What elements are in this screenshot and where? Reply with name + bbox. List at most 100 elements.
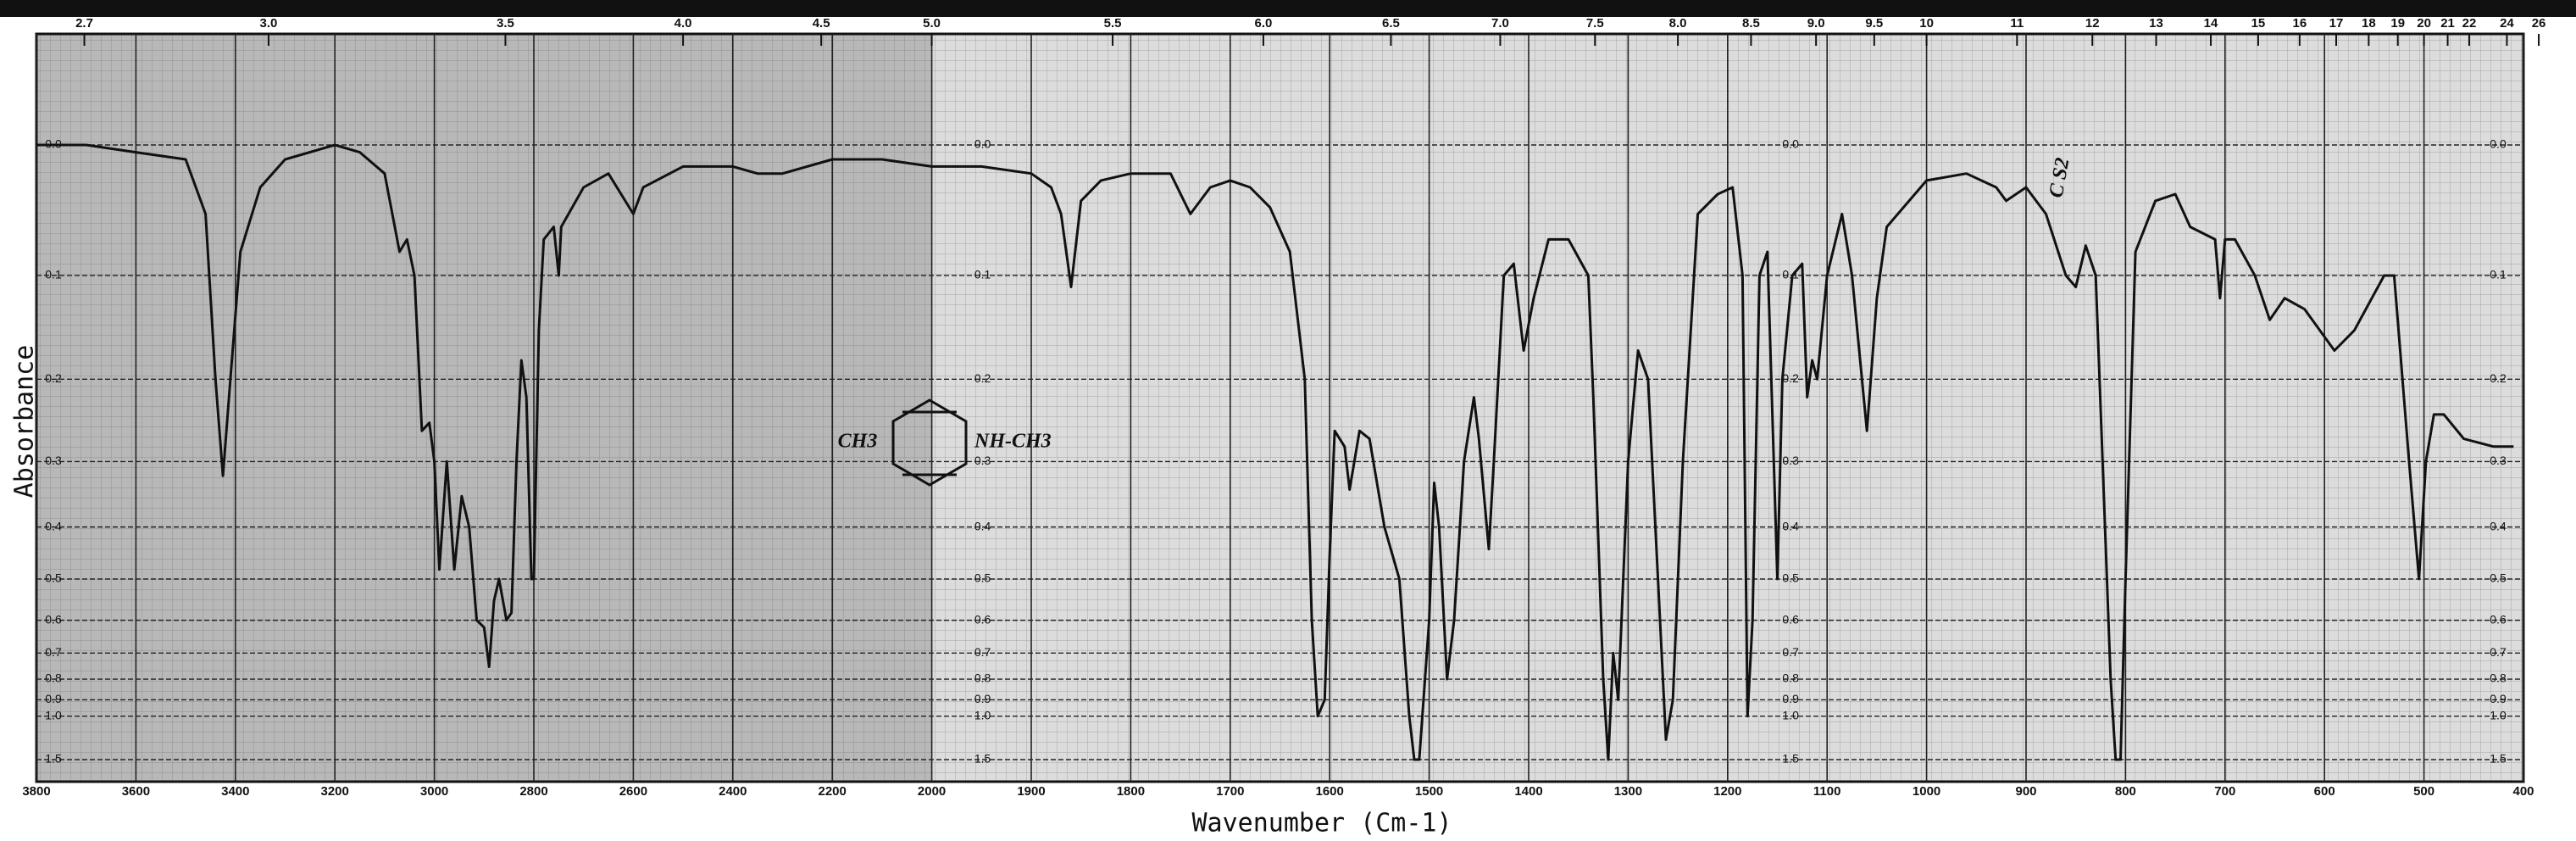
x2-tick-label: 19 [2390,16,2405,31]
y-axis-label: Absorbance [10,345,40,498]
y-tick-label: 0.3 [1782,454,1799,467]
x2-tick-label: 3.5 [497,16,514,31]
x2-tick-label: 16 [2293,16,2307,31]
y-tick-label: 0.7 [1782,645,1799,659]
x2-tick-label: 17 [2329,16,2344,31]
y-tick-label: 0.0 [974,137,991,151]
x2-tick-label: 11 [2010,16,2024,31]
y-tick-label: 1.0 [1782,709,1799,722]
y-tick-label: 1.0 [45,709,62,722]
x-tick-label: 900 [2015,784,2036,799]
x-axis-label: Wavenumber (Cm-1) [1191,809,1452,838]
y-tick-label: 0.7 [974,645,991,659]
x2-tick-label: 6.5 [1382,16,1400,31]
x-tick-label: 1500 [1415,784,1443,799]
x2-tick-label: 13 [2149,16,2163,31]
y-tick-label: 0.4 [974,519,991,532]
y-tick-label: 0.4 [1782,519,1799,532]
spectrum-line [36,143,2514,761]
y-tick-label: 0.4 [45,519,62,532]
y-tick-label: 0.5 [1782,571,1799,585]
y-tick-label: 1.0 [974,709,991,722]
y-tick-label: 1.5 [1782,752,1799,766]
x2-tick-label: 5.0 [923,16,941,31]
minor-grid [36,34,2523,782]
x-tick-label: 3200 [321,784,349,799]
y-tick-label: 0.3 [2490,454,2507,467]
x-tick-label: 800 [2115,784,2136,799]
x-tick-label: 2600 [619,784,647,799]
y-tick-label: 1.0 [2490,709,2507,722]
y-tick-label: 0.1 [45,268,62,281]
x2-tick-label: 20 [2417,16,2431,31]
x2-tick-label: 10 [1919,16,1934,31]
y-tick-label: 0.0 [1782,137,1799,151]
x-tick-label: 1600 [1316,784,1344,799]
y-tick-label: 0.7 [45,645,62,659]
x-tick-label: 1000 [1913,784,1940,799]
top-band [0,0,2576,17]
x2-tick-label: 6.0 [1255,16,1273,31]
x-tick-label: 3400 [221,784,249,799]
y-tick-label: 0.7 [2490,645,2507,659]
y-tick-label: 0.2 [974,371,991,385]
x2-tick-label: 8.0 [1669,16,1687,31]
y-tick-label: 0.8 [45,671,62,685]
x2-tick-label: 21 [2440,16,2455,31]
x-tick-label: 400 [2512,784,2534,799]
y-tick-label: 0.2 [2490,371,2507,385]
x2-tick-label: 8.5 [1742,16,1760,31]
y-tick-label: 0.8 [2490,671,2507,685]
y-tick-label: 0.1 [974,268,991,281]
x-tick-label: 1700 [1216,784,1244,799]
x2-tick-label: 7.0 [1491,16,1509,31]
x2-tick-label: 3.0 [260,16,278,31]
x2-tick-label: 14 [2204,16,2218,31]
x2-tick-label: 22 [2462,16,2477,31]
annotation: CH3 [838,431,878,453]
plot-background [35,32,2525,783]
x-tick-label: 2200 [819,784,847,799]
y-tick-label: 0.9 [45,692,62,705]
y-tick-label: 0.1 [2490,268,2507,281]
y-tick-label: 1.5 [45,752,62,766]
y-tick-label: 1.5 [974,752,991,766]
x-tick-label: 2000 [918,784,946,799]
y-tick-label: 0.3 [45,454,62,467]
y-tick-label: 0.5 [45,571,62,585]
y-tick-label: 0.3 [974,454,991,467]
x2-tick-label: 9.0 [1807,16,1825,31]
y-tick-label: 0.6 [2490,612,2507,626]
x-tick-label: 3600 [122,784,150,799]
x2-tick-label: 26 [2532,16,2546,31]
x-tick-label: 1300 [1614,784,1642,799]
grid: 3800 3600 3400 3200 3000 2800 2600 2400 2200 2000… [22,16,2545,799]
y-tick-label: 1.5 [2490,752,2507,766]
x2-tick-label: 2.7 [75,16,93,31]
x-tick-label: 3800 [22,784,50,799]
y-tick-label: 0.9 [1782,692,1799,705]
y-tick-label: 0.5 [2490,571,2507,585]
x2-tick-label: 4.5 [813,16,830,31]
x-tick-label: 1800 [1117,784,1145,799]
x2-tick-label: 12 [2085,16,2100,31]
y-tick-label: 0.6 [1782,612,1799,626]
y-tick-label: 0.5 [974,571,991,585]
x2-tick-label: 4.0 [675,16,692,31]
y-tick-label: 0.6 [45,612,62,626]
x2-tick-label: 9.5 [1865,16,1883,31]
annotation: NH-CH3 [974,431,1052,453]
x-tick-label: 3000 [420,784,448,799]
y-tick-label: 0.2 [45,371,62,385]
x2-tick-label: 15 [2251,16,2266,31]
x2-tick-label: 18 [2362,16,2376,31]
y-tick-label: 0.9 [2490,692,2507,705]
y-tick-label: 0.2 [1782,371,1799,385]
x-tick-label: 1400 [1514,784,1542,799]
x-tick-label: 600 [2314,784,2335,799]
y-tick-label: 0.0 [2490,137,2507,151]
x-tick-label: 500 [2413,784,2434,799]
x-tick-label: 1100 [1813,784,1841,799]
